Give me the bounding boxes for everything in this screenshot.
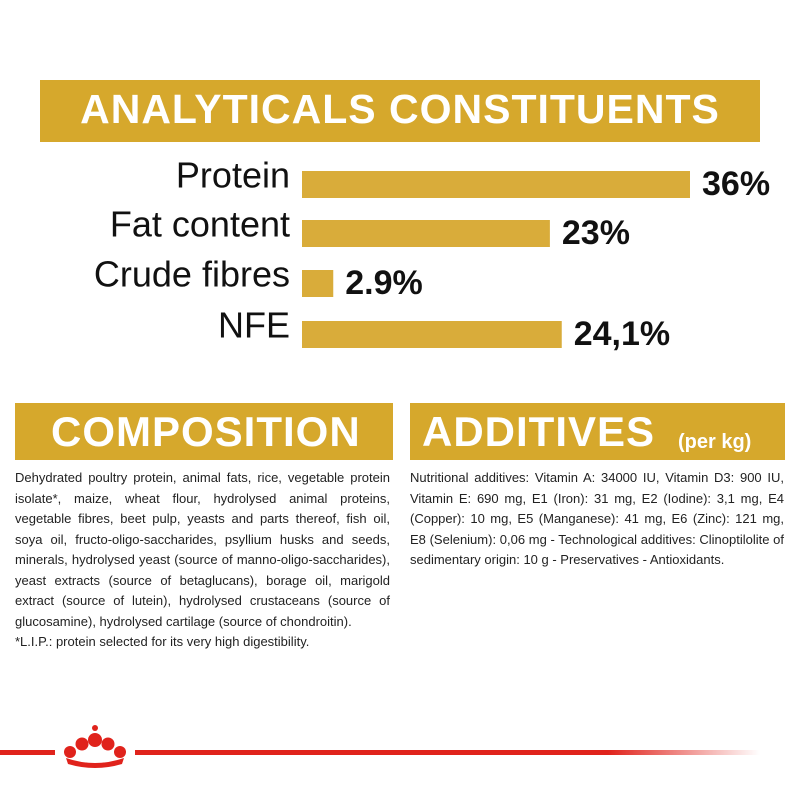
composition-title: COMPOSITION bbox=[15, 403, 393, 460]
footer bbox=[0, 725, 760, 768]
bar bbox=[302, 321, 562, 348]
composition-body: Dehydrated poultry protein, animal fats,… bbox=[15, 470, 390, 629]
category-label: Crude fibres bbox=[94, 254, 290, 295]
bar bbox=[302, 270, 334, 297]
value-label: 36% bbox=[702, 165, 770, 203]
additives-header: ADDITIVES (per kg) bbox=[410, 403, 785, 460]
category-label: NFE bbox=[218, 305, 290, 346]
value-label: 23% bbox=[562, 214, 630, 252]
chart-title: ANALYTICALS CONSTITUENTS bbox=[80, 86, 720, 132]
composition-text: Dehydrated poultry protein, animal fats,… bbox=[15, 468, 390, 653]
additives-title: ADDITIVES bbox=[422, 408, 656, 455]
crown-logo bbox=[64, 725, 126, 768]
category-label: Protein bbox=[176, 155, 290, 196]
bar bbox=[302, 220, 550, 247]
value-label: 24,1% bbox=[574, 315, 670, 353]
value-label: 2.9% bbox=[345, 264, 423, 302]
additives-subtitle: (per kg) bbox=[678, 431, 752, 453]
bar bbox=[302, 171, 690, 198]
title-band bbox=[40, 80, 760, 142]
composition-note: *L.I.P.: protein selected for its very h… bbox=[15, 634, 310, 649]
footer-line bbox=[0, 750, 760, 755]
additives-text: Nutritional additives: Vitamin A: 34000 … bbox=[410, 470, 784, 567]
category-label: Fat content bbox=[110, 204, 290, 245]
